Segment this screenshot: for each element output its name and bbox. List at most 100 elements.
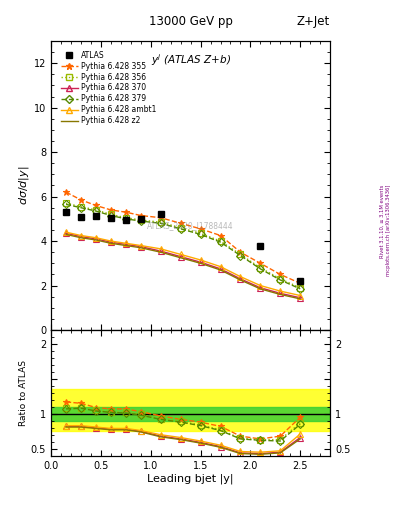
- Pythia 6.428 356: [108, 211, 113, 218]
- ATLAS: [79, 214, 83, 220]
- Pythia 6.428 379: [178, 226, 183, 232]
- Bar: [51, 407, 330, 421]
- Y-axis label: Ratio to ATLAS: Ratio to ATLAS: [19, 360, 28, 426]
- Pythia 6.428 ambt1: [218, 264, 223, 270]
- ATLAS: [298, 278, 303, 284]
- Pythia 6.428 355: [298, 280, 303, 286]
- Pythia 6.428 z2: [108, 240, 113, 246]
- Pythia 6.428 356: [218, 238, 223, 244]
- Pythia 6.428 355: [218, 232, 223, 239]
- Pythia 6.428 355: [94, 202, 98, 208]
- ATLAS: [138, 216, 143, 222]
- ATLAS: [94, 212, 98, 219]
- Pythia 6.428 ambt1: [298, 292, 303, 298]
- Pythia 6.428 379: [218, 239, 223, 245]
- Pythia 6.428 379: [64, 201, 68, 207]
- Pythia 6.428 370: [218, 266, 223, 272]
- Pythia 6.428 379: [158, 220, 163, 226]
- Pythia 6.428 ambt1: [178, 251, 183, 258]
- Pythia 6.428 370: [79, 233, 83, 240]
- Text: Rivet 3.1.10, ≥ 3.1M events
mcplots.cern.ch [arXiv:1306.3436]: Rivet 3.1.10, ≥ 3.1M events mcplots.cern…: [380, 185, 391, 276]
- Pythia 6.428 z2: [218, 267, 223, 273]
- Pythia 6.428 355: [178, 220, 183, 226]
- Pythia 6.428 ambt1: [258, 283, 263, 289]
- Pythia 6.428 356: [178, 225, 183, 231]
- Y-axis label: $d\sigma/d|y|$: $d\sigma/d|y|$: [17, 166, 31, 205]
- ATLAS: [64, 209, 68, 215]
- ATLAS: [108, 215, 113, 221]
- Pythia 6.428 356: [298, 285, 303, 291]
- Pythia 6.428 356: [158, 219, 163, 225]
- Pythia 6.428 370: [278, 290, 283, 296]
- Pythia 6.428 z2: [158, 249, 163, 255]
- Pythia 6.428 356: [123, 215, 128, 221]
- Pythia 6.428 355: [64, 189, 68, 195]
- Pythia 6.428 z2: [258, 286, 263, 292]
- Pythia 6.428 z2: [298, 296, 303, 302]
- Pythia 6.428 355: [258, 260, 263, 266]
- Pythia 6.428 355: [198, 226, 203, 232]
- Pythia 6.428 ambt1: [138, 243, 143, 249]
- Pythia 6.428 ambt1: [123, 240, 128, 246]
- Pythia 6.428 356: [138, 217, 143, 223]
- Line: Pythia 6.428 379: Pythia 6.428 379: [63, 202, 303, 292]
- Pythia 6.428 355: [158, 215, 163, 221]
- Pythia 6.428 z2: [79, 234, 83, 241]
- Pythia 6.428 379: [238, 252, 243, 259]
- Pythia 6.428 356: [79, 204, 83, 210]
- Pythia 6.428 370: [108, 239, 113, 245]
- Line: Pythia 6.428 356: Pythia 6.428 356: [63, 201, 303, 290]
- Pythia 6.428 z2: [278, 291, 283, 297]
- Pythia 6.428 z2: [64, 231, 68, 238]
- Pythia 6.428 379: [278, 277, 283, 283]
- Line: ATLAS: ATLAS: [62, 209, 304, 285]
- Pythia 6.428 355: [278, 271, 283, 278]
- Pythia 6.428 z2: [94, 237, 98, 243]
- Pythia 6.428 370: [298, 295, 303, 301]
- Pythia 6.428 379: [258, 266, 263, 272]
- Pythia 6.428 356: [278, 276, 283, 282]
- Pythia 6.428 z2: [198, 260, 203, 266]
- ATLAS: [123, 217, 128, 223]
- Pythia 6.428 ambt1: [79, 232, 83, 239]
- Pythia 6.428 z2: [238, 277, 243, 283]
- Pythia 6.428 379: [94, 208, 98, 214]
- Pythia 6.428 370: [123, 241, 128, 247]
- Pythia 6.428 379: [123, 216, 128, 222]
- Pythia 6.428 370: [94, 236, 98, 242]
- Pythia 6.428 z2: [178, 254, 183, 261]
- Pythia 6.428 370: [138, 244, 143, 250]
- Pythia 6.428 370: [238, 276, 243, 282]
- ATLAS: [158, 211, 163, 218]
- Pythia 6.428 ambt1: [158, 246, 163, 252]
- Line: Pythia 6.428 370: Pythia 6.428 370: [63, 230, 303, 301]
- Pythia 6.428 355: [108, 207, 113, 213]
- X-axis label: Leading bjet |y|: Leading bjet |y|: [147, 473, 234, 484]
- Pythia 6.428 355: [138, 212, 143, 219]
- Legend: ATLAS, Pythia 6.428 355, Pythia 6.428 356, Pythia 6.428 370, Pythia 6.428 379, P: ATLAS, Pythia 6.428 355, Pythia 6.428 35…: [58, 48, 160, 128]
- Pythia 6.428 379: [79, 205, 83, 211]
- ATLAS: [258, 243, 263, 249]
- Pythia 6.428 379: [198, 231, 203, 238]
- Line: Pythia 6.428 355: Pythia 6.428 355: [62, 189, 304, 287]
- Pythia 6.428 355: [238, 249, 243, 255]
- Pythia 6.428 356: [198, 230, 203, 237]
- Pythia 6.428 ambt1: [278, 288, 283, 294]
- Text: $y^{j}$ (ATLAS Z+b): $y^{j}$ (ATLAS Z+b): [151, 53, 231, 68]
- Pythia 6.428 379: [108, 212, 113, 219]
- Pythia 6.428 ambt1: [238, 273, 243, 280]
- Pythia 6.428 ambt1: [64, 229, 68, 235]
- Pythia 6.428 355: [79, 197, 83, 203]
- Pythia 6.428 370: [198, 259, 203, 265]
- Pythia 6.428 356: [94, 207, 98, 213]
- Pythia 6.428 370: [178, 253, 183, 260]
- Pythia 6.428 356: [238, 251, 243, 258]
- Text: Z+Jet: Z+Jet: [297, 15, 330, 28]
- Pythia 6.428 356: [64, 200, 68, 206]
- Line: Pythia 6.428 ambt1: Pythia 6.428 ambt1: [63, 229, 303, 298]
- Pythia 6.428 355: [123, 209, 128, 215]
- Pythia 6.428 379: [298, 286, 303, 292]
- Pythia 6.428 z2: [123, 243, 128, 249]
- Pythia 6.428 z2: [138, 245, 143, 251]
- Pythia 6.428 ambt1: [198, 257, 203, 263]
